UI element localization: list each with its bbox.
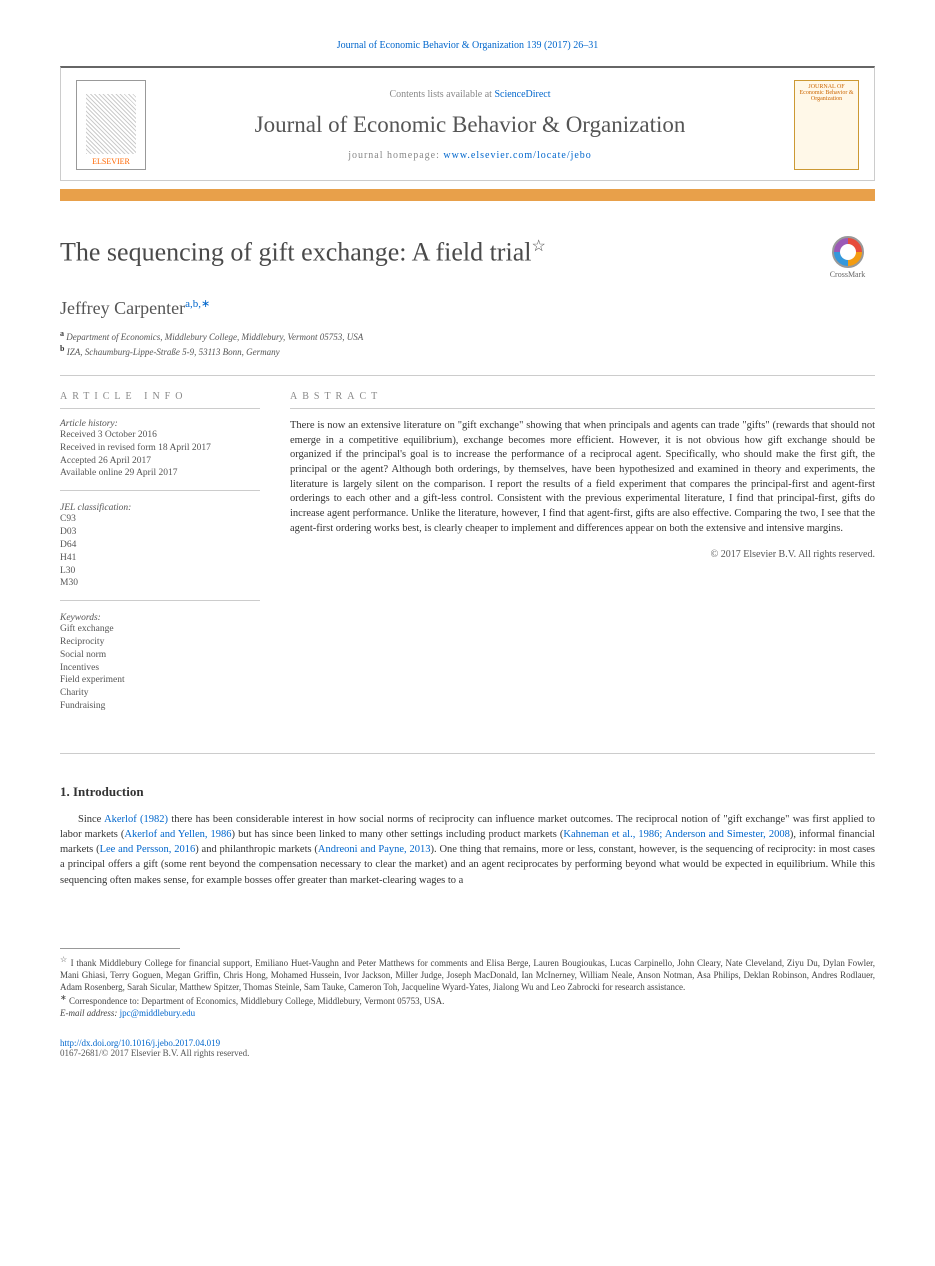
- abstract-heading: abstract: [290, 391, 875, 409]
- issn-line: 0167-2681/© 2017 Elsevier B.V. All right…: [60, 1048, 875, 1058]
- sciencedirect-link[interactable]: ScienceDirect: [494, 89, 550, 100]
- title-footnote-star: ☆: [531, 238, 545, 255]
- citation-link[interactable]: Andreoni and Payne, 2013: [318, 844, 431, 855]
- citation-link[interactable]: Akerlof and Yellen, 1986: [124, 829, 231, 840]
- orange-divider-bar: [60, 189, 875, 201]
- article-info-column: article info Article history: Received 3…: [60, 391, 260, 735]
- article-title: The sequencing of gift exchange: A field…: [60, 236, 546, 268]
- keyword: Gift exchange: [60, 623, 260, 636]
- jel-code: M30: [60, 577, 260, 590]
- journal-name: Journal of Economic Behavior & Organizat…: [156, 112, 784, 138]
- footnote-divider: [60, 948, 180, 949]
- article-info-heading: article info: [60, 391, 260, 409]
- history-item: Available online 29 April 2017: [60, 467, 260, 480]
- footer-block: http://dx.doi.org/10.1016/j.jebo.2017.04…: [60, 1038, 875, 1058]
- intro-heading: 1. Introduction: [60, 784, 875, 800]
- keyword: Charity: [60, 687, 260, 700]
- section-divider: [60, 753, 875, 754]
- history-item: Received 3 October 2016: [60, 429, 260, 442]
- keyword: Fundraising: [60, 700, 260, 713]
- author-affil-sup: a,b,∗: [185, 298, 210, 310]
- author-name: Jeffrey Carpentera,b,∗: [60, 297, 875, 319]
- homepage-link[interactable]: www.elsevier.com/locate/jebo: [443, 150, 591, 161]
- affiliation: a Department of Economics, Middlebury Co…: [60, 329, 875, 342]
- affiliation: b IZA, Schaumburg-Lippe-Straße 5-9, 5311…: [60, 344, 875, 357]
- crossmark-icon: [832, 236, 864, 268]
- abstract-text: There is now an extensive literature on …: [290, 419, 875, 537]
- section-divider: [60, 375, 875, 376]
- elsevier-tree-icon: [86, 94, 136, 154]
- citation-link[interactable]: Lee and Persson, 2016: [100, 844, 196, 855]
- contents-list-line: Contents lists available at ScienceDirec…: [156, 89, 784, 100]
- homepage-line: journal homepage: www.elsevier.com/locat…: [156, 150, 784, 161]
- footnote-correspondence: ∗ Correspondence to: Department of Econo…: [60, 993, 875, 1007]
- footnote-thanks: ☆ I thank Middlebury College for financi…: [60, 955, 875, 993]
- keyword: Field experiment: [60, 674, 260, 687]
- journal-cover-thumbnail[interactable]: JOURNAL OF Economic Behavior & Organizat…: [794, 80, 859, 170]
- footnote-email: E-mail address: jpc@middlebury.edu: [60, 1007, 875, 1019]
- citation-link[interactable]: Akerlof (1982): [104, 814, 168, 825]
- jel-code: D64: [60, 539, 260, 552]
- keyword: Incentives: [60, 662, 260, 675]
- abstract-column: abstract There is now an extensive liter…: [290, 391, 875, 735]
- intro-paragraph: Since Akerlof (1982) there has been cons…: [60, 812, 875, 888]
- jel-block: JEL classification: C93D03D64H41L30M30: [60, 503, 260, 601]
- banner-center: Contents lists available at ScienceDirec…: [146, 89, 794, 161]
- crossmark-badge[interactable]: CrossMark: [820, 236, 875, 279]
- jel-code: C93: [60, 513, 260, 526]
- doi-link[interactable]: http://dx.doi.org/10.1016/j.jebo.2017.04…: [60, 1038, 875, 1048]
- keywords-block: Keywords: Gift exchangeReciprocitySocial…: [60, 613, 260, 723]
- article-history-block: Article history: Received 3 October 2016…: [60, 419, 260, 491]
- email-link[interactable]: jpc@middlebury.edu: [120, 1008, 195, 1018]
- history-item: Received in revised form 18 April 2017: [60, 442, 260, 455]
- keyword: Reciprocity: [60, 636, 260, 649]
- abstract-copyright: © 2017 Elsevier B.V. All rights reserved…: [290, 549, 875, 560]
- jel-code: H41: [60, 552, 260, 565]
- keyword: Social norm: [60, 649, 260, 662]
- header-citation: Journal of Economic Behavior & Organizat…: [60, 40, 875, 51]
- history-item: Accepted 26 April 2017: [60, 455, 260, 468]
- jel-code: L30: [60, 565, 260, 578]
- journal-banner: ELSEVIER Contents lists available at Sci…: [60, 66, 875, 181]
- publisher-name: ELSEVIER: [92, 157, 130, 166]
- publisher-logo[interactable]: ELSEVIER: [76, 80, 146, 170]
- citation-link[interactable]: Kahneman et al., 1986; Anderson and Sime…: [563, 829, 790, 840]
- jel-code: D03: [60, 526, 260, 539]
